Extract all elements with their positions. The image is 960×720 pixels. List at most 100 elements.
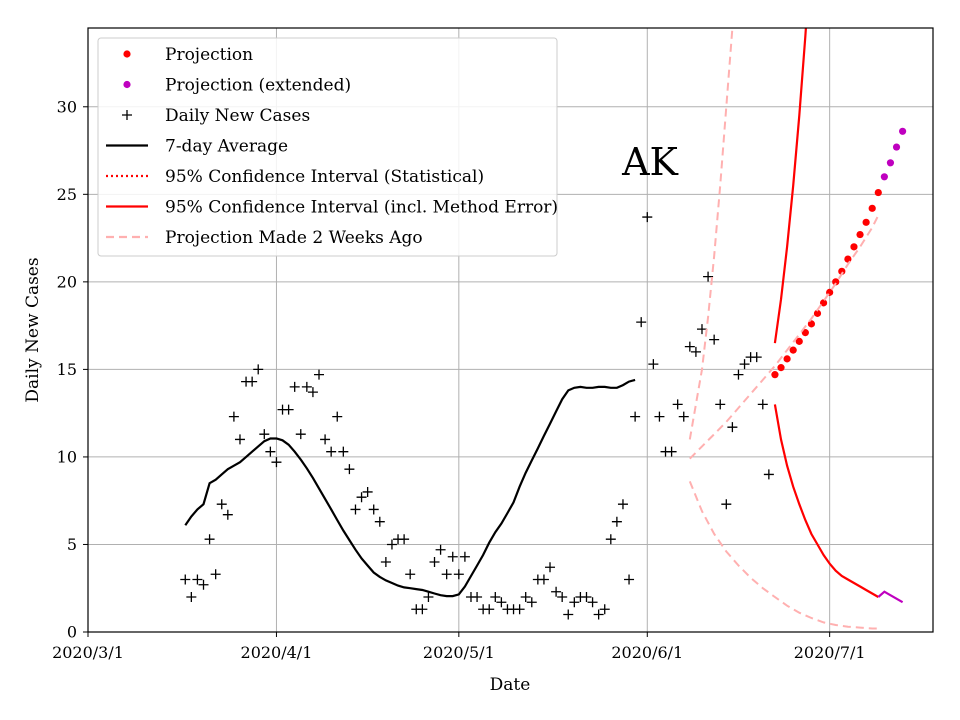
y-tick-label: 10: [57, 447, 77, 466]
daily-cases-marker: [703, 271, 714, 282]
daily-cases-marker: [538, 574, 549, 585]
daily-cases-marker: [405, 569, 416, 580]
projection-dot: [807, 320, 816, 328]
daily-cases-marker: [557, 591, 568, 602]
y-tick-label: 20: [57, 272, 77, 291]
legend-label: 7-day Average: [165, 137, 288, 157]
daily-cases-marker: [751, 352, 762, 363]
daily-cases-marker: [307, 387, 318, 398]
daily-cases-marker: [459, 551, 470, 562]
daily-cases-marker: [344, 464, 355, 475]
daily-cases-marker: [386, 539, 397, 550]
projection-dot: [795, 337, 803, 345]
daily-cases-marker: [417, 604, 428, 615]
projection-dot: [771, 371, 779, 379]
daily-cases-marker: [587, 597, 598, 608]
daily-cases-marker: [472, 591, 483, 602]
y-tick-label: 25: [57, 185, 77, 204]
daily-cases-marker: [727, 422, 738, 433]
daily-cases-marker: [484, 604, 495, 615]
daily-cases-marker: [715, 399, 726, 410]
daily-cases-marker: [690, 346, 701, 357]
daily-cases-marker: [696, 324, 707, 335]
daily-cases-marker: [721, 499, 732, 510]
daily-cases-marker: [684, 341, 695, 352]
daily-cases-marker: [630, 411, 641, 422]
series-4-line: [773, 28, 807, 344]
daily-cases-marker: [234, 434, 245, 445]
daily-cases-marker: [192, 574, 203, 585]
daily-cases-marker: [514, 604, 525, 615]
legend-marker-plus: [122, 110, 132, 120]
legend-label: Projection (extended): [165, 76, 351, 96]
daily-cases-marker: [204, 534, 215, 545]
series-8-line: [688, 28, 734, 440]
series-9-line: [688, 481, 879, 630]
projection-dot: [832, 278, 840, 286]
legend-box: [97, 37, 558, 257]
daily-cases-marker: [605, 534, 616, 545]
daily-cases-marker: [222, 509, 233, 520]
daily-cases-marker: [429, 556, 440, 567]
legend-label: 95% Confidence Interval (Statistical): [165, 167, 484, 187]
daily-cases-marker: [253, 364, 264, 375]
daily-cases-marker: [763, 469, 774, 480]
daily-cases-marker: [283, 404, 294, 415]
daily-cases-marker: [642, 212, 653, 223]
projection-dot: [783, 355, 791, 363]
legend: Projection Projection (extended) Daily New…: [97, 37, 558, 257]
daily-cases-marker: [180, 574, 191, 585]
daily-cases-marker: [654, 411, 665, 422]
daily-cases-marker: [739, 359, 750, 370]
daily-cases-marker: [496, 597, 507, 608]
daily-cases-marker: [435, 544, 446, 555]
daily-cases-marker: [380, 556, 391, 567]
daily-cases-marker: [326, 446, 337, 457]
daily-cases-marker: [666, 446, 677, 457]
projection-dot: [777, 364, 785, 372]
series-1-line: [184, 378, 636, 598]
daily-cases-marker: [545, 562, 556, 573]
chart-annotation: AK: [621, 140, 678, 184]
y-axis-label: Daily New Cases: [23, 257, 43, 402]
daily-cases-marker: [350, 504, 361, 515]
series-group: [180, 28, 907, 630]
daily-cases-marker: [423, 591, 434, 602]
daily-cases-marker: [551, 586, 562, 597]
daily-cases-marker: [186, 591, 197, 602]
x-axis-label: Date: [490, 675, 531, 695]
projection-extended-dot: [880, 173, 888, 181]
projection-dot: [862, 218, 870, 226]
daily-cases-marker: [678, 411, 689, 422]
daily-cases-marker: [648, 359, 659, 370]
legend-marker-dot: [123, 50, 131, 58]
daily-cases-marker: [320, 434, 331, 445]
daily-cases-marker: [617, 499, 628, 510]
y-tick-label: 0: [67, 623, 77, 642]
legend-label: 95% Confidence Interval (incl. Method Er…: [165, 198, 558, 218]
daily-cases-marker: [599, 604, 610, 615]
y-tick-label: 15: [57, 360, 77, 379]
ticks: 2020/3/1 2020/4/1 2020/5/1 2020/6/1 2020/7/1…: [52, 97, 866, 662]
daily-cases-marker: [247, 376, 258, 387]
daily-cases-marker: [301, 381, 312, 392]
daily-cases-marker: [441, 569, 452, 580]
x-tick-label: 2020/5/1: [423, 643, 495, 662]
daily-cases-marker: [295, 429, 306, 440]
projection-extended-dot: [899, 127, 907, 135]
projection-dot: [813, 309, 822, 317]
daily-cases-marker: [581, 591, 592, 602]
daily-cases-marker: [569, 597, 580, 608]
daily-cases-marker: [563, 609, 574, 620]
daily-cases-marker: [332, 411, 343, 422]
daily-cases-marker: [672, 399, 683, 410]
legend-label: Projection: [165, 45, 253, 65]
series-7-line: [689, 214, 880, 460]
projection-extended-dot: [886, 159, 895, 167]
legend-label: Projection Made 2 Weeks Ago: [165, 228, 423, 248]
plot-frame: [87, 27, 934, 633]
daily-cases-marker: [198, 579, 209, 590]
y-tick-label: 30: [57, 97, 77, 116]
daily-cases-marker: [611, 516, 622, 527]
